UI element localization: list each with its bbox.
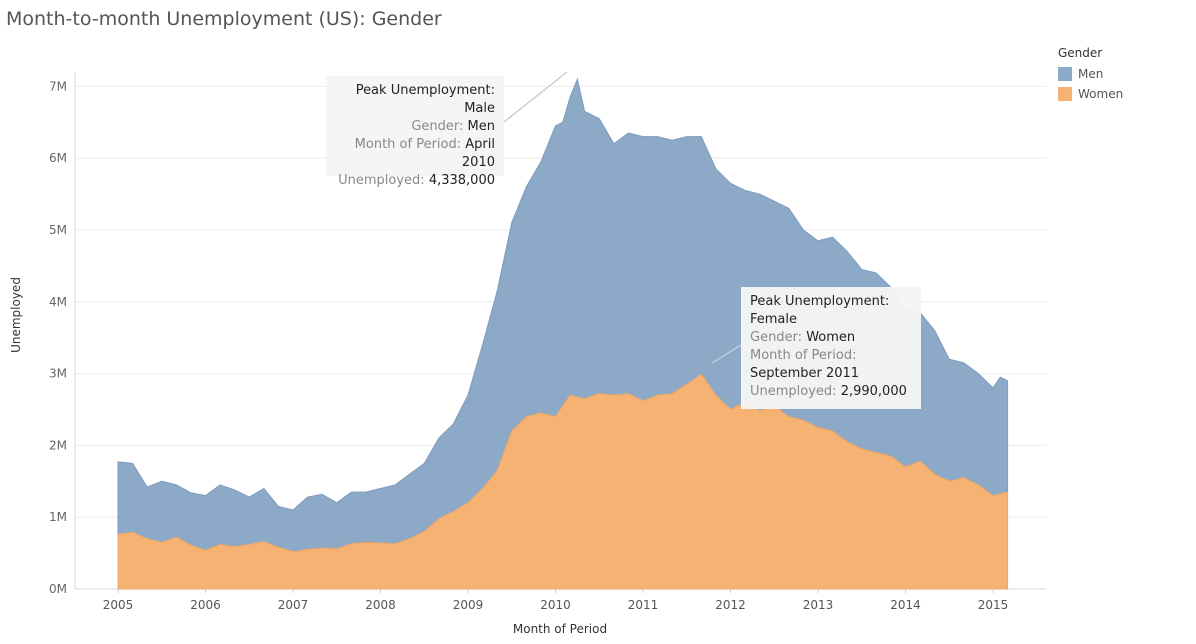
y-tick-label: 2M [49, 438, 67, 452]
annotation-month-value: April [465, 137, 495, 152]
annotation-month-value: September 2011 [750, 366, 860, 381]
annotation-gender-key: Gender: [411, 119, 464, 134]
x-tick-label: 2007 [278, 598, 309, 612]
x-tick-label: 2013 [803, 598, 834, 612]
annotation-heading-value: Female [750, 312, 798, 327]
legend-item-men[interactable]: Men [1058, 64, 1123, 84]
x-axis-label: Month of Period [513, 622, 607, 636]
y-tick-label: 0M [49, 582, 67, 596]
legend: Gender Men Women [1058, 46, 1123, 104]
y-tick-label: 4M [49, 295, 67, 309]
x-tick-label: 2014 [890, 598, 921, 612]
legend-item-women[interactable]: Women [1058, 84, 1123, 104]
annotation-leader-male [503, 71, 568, 123]
annotation-peak-female: Peak Unemployment: Female Gender: Women … [741, 287, 921, 409]
x-tick-label: 2005 [103, 598, 134, 612]
x-tick-label: 2008 [365, 598, 396, 612]
legend-swatch-men [1058, 67, 1072, 81]
legend-title: Gender [1058, 46, 1103, 60]
annotation-leader-female [711, 344, 742, 364]
annotation-heading-label: Peak Unemployment: [355, 83, 495, 98]
annotation-peak-male: Peak Unemployment: Male Gender: Men Mont… [326, 76, 504, 188]
annotation-unemployed-key: Unemployed: [750, 384, 837, 399]
y-tick-label: 5M [49, 223, 67, 237]
annotation-month-key: Month of Period: [750, 348, 857, 363]
annotation-gender-value: Women [806, 330, 856, 345]
annotation-unemployed-key: Unemployed: [338, 173, 425, 188]
annotation-heading-value: Male [464, 101, 495, 116]
legend-label-men: Men [1078, 67, 1104, 81]
y-tick-label: 7M [49, 79, 67, 93]
x-tick-label: 2011 [628, 598, 659, 612]
x-tick-label: 2015 [978, 598, 1009, 612]
annotation-gender-value: Men [467, 119, 495, 134]
annotation-unemployed-value: 2,990,000 [840, 384, 907, 399]
y-axis-label: Unemployed [9, 277, 23, 353]
y-tick-label: 3M [49, 367, 67, 381]
y-tick-label: 6M [49, 151, 67, 165]
annotation-heading-label: Peak Unemployment: [750, 294, 890, 309]
legend-label-women: Women [1078, 87, 1124, 101]
annotation-month-value-year: 2010 [461, 155, 495, 170]
legend-swatch-women [1058, 87, 1072, 101]
annotation-gender-key: Gender: [750, 330, 803, 345]
series-area-women[interactable] [117, 373, 1009, 590]
x-tick-label: 2010 [540, 598, 571, 612]
annotation-month-key: Month of Period: [354, 137, 462, 152]
chart-title: Month-to-month Unemployment (US): Gender [6, 8, 442, 30]
x-tick-label: 2009 [453, 598, 484, 612]
annotation-unemployed-value: 4,338,000 [428, 173, 495, 188]
y-tick-label: 1M [49, 510, 67, 524]
x-tick-label: 2006 [190, 598, 221, 612]
x-tick-label: 2012 [715, 598, 746, 612]
